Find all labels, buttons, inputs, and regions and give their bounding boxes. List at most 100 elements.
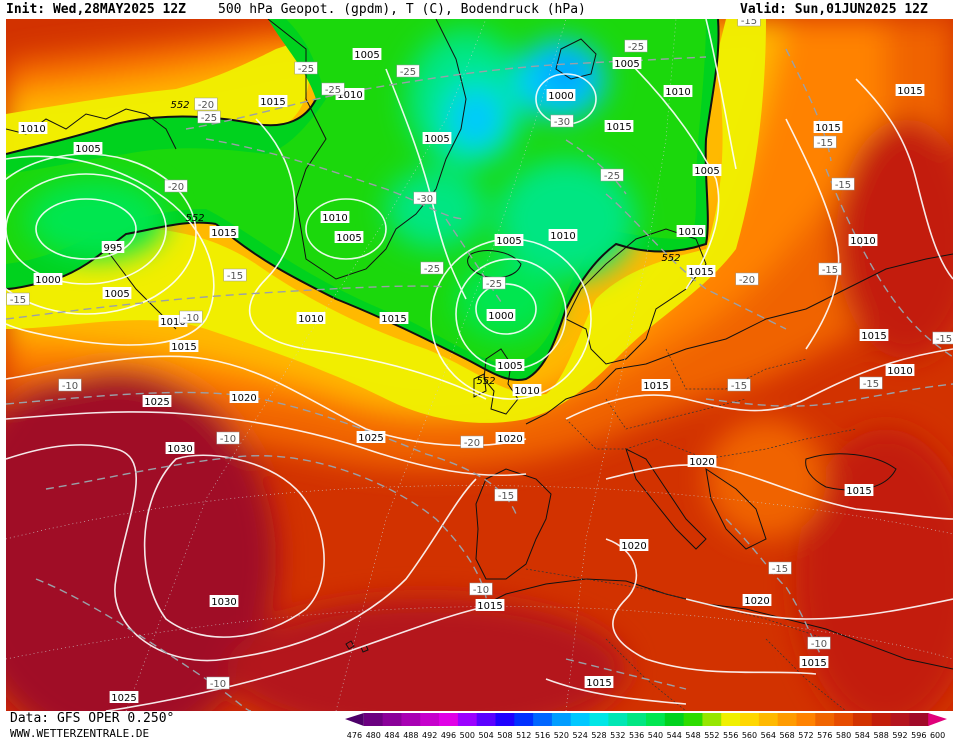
pressure-label-text: 1010 [514, 386, 539, 397]
temperature-label-text: -15 [227, 271, 243, 282]
temperature-label: -25 [624, 39, 648, 53]
temperature-label-text: -10 [62, 381, 78, 392]
temperature-label: -15 [6, 292, 30, 306]
temperature-label-text: -15 [936, 334, 952, 345]
pressure-label-text: 1010 [298, 314, 323, 325]
graticule [6, 19, 953, 711]
legend-tick-label: 488 [403, 731, 418, 740]
temperature-label-text: -10 [811, 639, 827, 650]
geopotential-label-text: 552 [661, 253, 680, 264]
legend-swatch [683, 713, 703, 726]
legend-swatch [533, 713, 553, 726]
legend-swatch [740, 713, 760, 726]
pressure-label-text: 1000 [35, 275, 60, 286]
pressure-label-text: 995 [103, 243, 122, 254]
geopotential-label: 552 [170, 100, 189, 111]
temperature-label: -15 [859, 376, 883, 390]
pressure-label-text: 1015 [171, 342, 196, 353]
temperature-label: -10 [469, 582, 493, 596]
temperature-label: -25 [600, 168, 624, 182]
pressure-label-text: 1000 [488, 311, 513, 322]
legend-swatch [834, 713, 854, 726]
chart-title: 500 hPa Geopot. (gpdm), T (C), Bodendruc… [218, 2, 586, 17]
temperature-label: -30 [413, 191, 437, 205]
temperature-label: -15 [932, 331, 953, 345]
temperature-label: -20 [194, 97, 218, 111]
temperature-label-text: -15 [10, 295, 26, 306]
legend-tick-label: 504 [478, 731, 493, 740]
temperature-label: -15 [768, 561, 792, 575]
pressure-label: 1020 [495, 432, 525, 445]
pressure-label: 1010 [320, 211, 350, 224]
pressure-label-text: 1005 [424, 134, 449, 145]
legend-tick-label: 564 [761, 731, 776, 740]
pressure-label: 1020 [687, 455, 717, 468]
data-source: Data: GFS OPER 0.250° [10, 711, 175, 726]
legend-swatch [345, 713, 364, 726]
pressure-label-text: 1010 [550, 231, 575, 242]
pressure-label: 1015 [584, 676, 614, 689]
temperature-label-text: -15 [731, 381, 747, 392]
temperature-label-text: -20 [464, 438, 480, 449]
legend-swatch [890, 713, 910, 726]
legend-tick-label: 476 [347, 731, 362, 740]
temperature-label-text: -15 [817, 138, 833, 149]
pressure-label-text: 1010 [665, 87, 690, 98]
pressure-label: 1010 [548, 229, 578, 242]
pressure-label: 1030 [165, 442, 195, 455]
pressure-label-text: 1030 [211, 597, 236, 608]
pressure-label: 1015 [799, 656, 829, 669]
legend-tick-label: 584 [855, 731, 870, 740]
legend-swatch [457, 713, 478, 726]
temperature-label: -10 [216, 431, 240, 445]
legend-swatch [928, 713, 947, 726]
temperature-label-text: -15 [863, 379, 879, 390]
legend-tick-label: 520 [554, 731, 569, 740]
temperature-label: -20 [735, 272, 759, 286]
pressure-label: 1015 [209, 226, 239, 239]
pressure-label-text: 1010 [850, 236, 875, 247]
legend-tick-label: 552 [704, 731, 719, 740]
temperature-label: -20 [164, 179, 188, 193]
legend-tick-label: 492 [422, 731, 437, 740]
valid-time: Valid: Sun,01JUN2025 12Z [740, 2, 928, 17]
legend-tick-label: 484 [384, 731, 399, 740]
pressure-label: 1015 [895, 84, 925, 97]
pressure-label-text: 1015 [260, 97, 285, 108]
temperature-label: -25 [321, 82, 345, 96]
temperature-label-text: -10 [210, 679, 226, 690]
temperature-label: -15 [494, 488, 518, 502]
legend-swatch [721, 713, 741, 726]
pressure-label: 1000 [486, 309, 516, 322]
legend-tick-label: 548 [685, 731, 700, 740]
legend-swatch [627, 713, 647, 726]
pressure-label-text: 1020 [497, 434, 522, 445]
pressure-label: 1025 [356, 431, 386, 444]
pressure-label-text: 1010 [887, 366, 912, 377]
legend-swatch [401, 713, 421, 726]
temperature-label-text: -15 [835, 180, 851, 191]
pressure-label-text: 1015 [586, 678, 611, 689]
pressure-label: 1000 [546, 89, 576, 102]
temperature-label: -25 [420, 261, 444, 275]
legend-tick-label: 512 [516, 731, 531, 740]
legend-swatch [420, 713, 440, 726]
pressure-label-text: 1020 [744, 596, 769, 607]
geopotential-label: 552 [476, 376, 495, 387]
legend-tick-label: 540 [648, 731, 663, 740]
legend-tick-label: 544 [667, 731, 682, 740]
pressure-label-text: 1015 [211, 228, 236, 239]
legend-swatch [495, 713, 515, 726]
pressure-label-text: 1015 [606, 122, 631, 133]
legend-swatch [589, 713, 609, 726]
pressure-label: 1015 [169, 340, 199, 353]
temperature-label-text: -25 [604, 171, 620, 182]
pressure-label: 1005 [334, 231, 364, 244]
pressure-label-text: 1015 [688, 267, 713, 278]
legend-swatch [608, 713, 628, 726]
pressure-label-text: 1005 [496, 236, 521, 247]
legend-tick-label: 568 [779, 731, 794, 740]
pressure-label: 1020 [229, 391, 259, 404]
temperature-label-text: -25 [325, 85, 341, 96]
geopotential-labels: 552 552 552 552 [170, 100, 680, 387]
